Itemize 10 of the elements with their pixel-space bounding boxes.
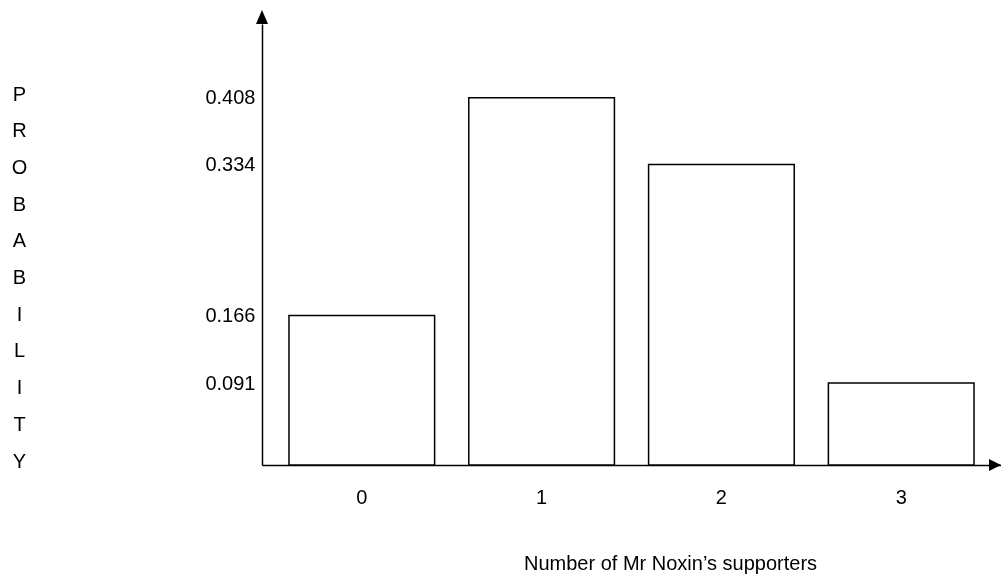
y-tick-label: 0.334: [205, 152, 256, 175]
x-tick-label: 1: [536, 485, 548, 508]
y-tick-label: 0.166: [205, 304, 256, 327]
y-tick-label: 0.408: [205, 86, 256, 109]
x-tick-label: 0: [356, 485, 368, 508]
y-tick-label: 0.091: [205, 371, 256, 394]
x-axis-title: Number of Mr Noxin’s supporters: [523, 551, 818, 574]
x-tick-label: 2: [715, 485, 727, 508]
x-tick-label: 3: [895, 485, 907, 508]
text: PROBABILITY: [11, 82, 28, 472]
